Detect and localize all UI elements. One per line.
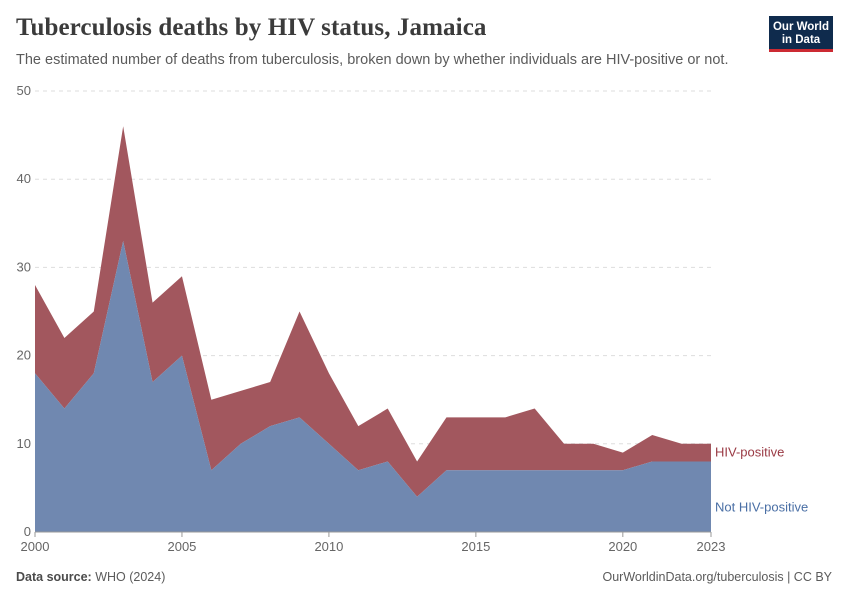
x-tick-label: 2023 (697, 539, 726, 554)
y-tick-label: 10 (17, 436, 31, 451)
data-source-label: Data source: (16, 570, 92, 584)
data-source-value: WHO (2024) (95, 570, 166, 584)
y-tick-label: 0 (24, 524, 31, 539)
x-tick-label: 2005 (167, 539, 196, 554)
chart-title: Tuberculosis deaths by HIV status, Jamai… (16, 14, 487, 41)
y-tick-label: 50 (17, 83, 31, 98)
series-labels: HIV-positive Not HIV-positive (715, 445, 808, 515)
chart-areas (35, 126, 711, 532)
data-source: Data source: WHO (2024) (16, 570, 165, 584)
series-label-hiv-positive: HIV-positive (715, 445, 784, 460)
y-axis-ticks: 0 10 20 30 40 50 (17, 83, 31, 539)
x-tick-label: 2015 (461, 539, 490, 554)
y-tick-label: 40 (17, 171, 31, 186)
logo-line-2: in Data (781, 34, 821, 46)
area-not-hiv-positive[interactable] (35, 240, 711, 532)
x-tick-label: 2000 (21, 539, 50, 554)
x-tick-label: 2020 (608, 539, 637, 554)
x-axis-ticks: 2000 2005 2010 2015 2020 2023 (21, 531, 726, 554)
chart-subtitle: The estimated number of deaths from tube… (16, 52, 729, 68)
owid-logo[interactable]: Our World in Data (769, 16, 833, 52)
area-hiv-positive[interactable] (35, 126, 711, 497)
x-tick-label: 2010 (314, 539, 343, 554)
y-tick-label: 20 (17, 348, 31, 363)
y-tick-label: 30 (17, 259, 31, 274)
logo-line-1: Our World (772, 21, 829, 33)
series-label-not-hiv-positive: Not HIV-positive (715, 500, 808, 515)
footer-link[interactable]: OurWorldinData.org/tuberculosis | CC BY (602, 570, 833, 584)
